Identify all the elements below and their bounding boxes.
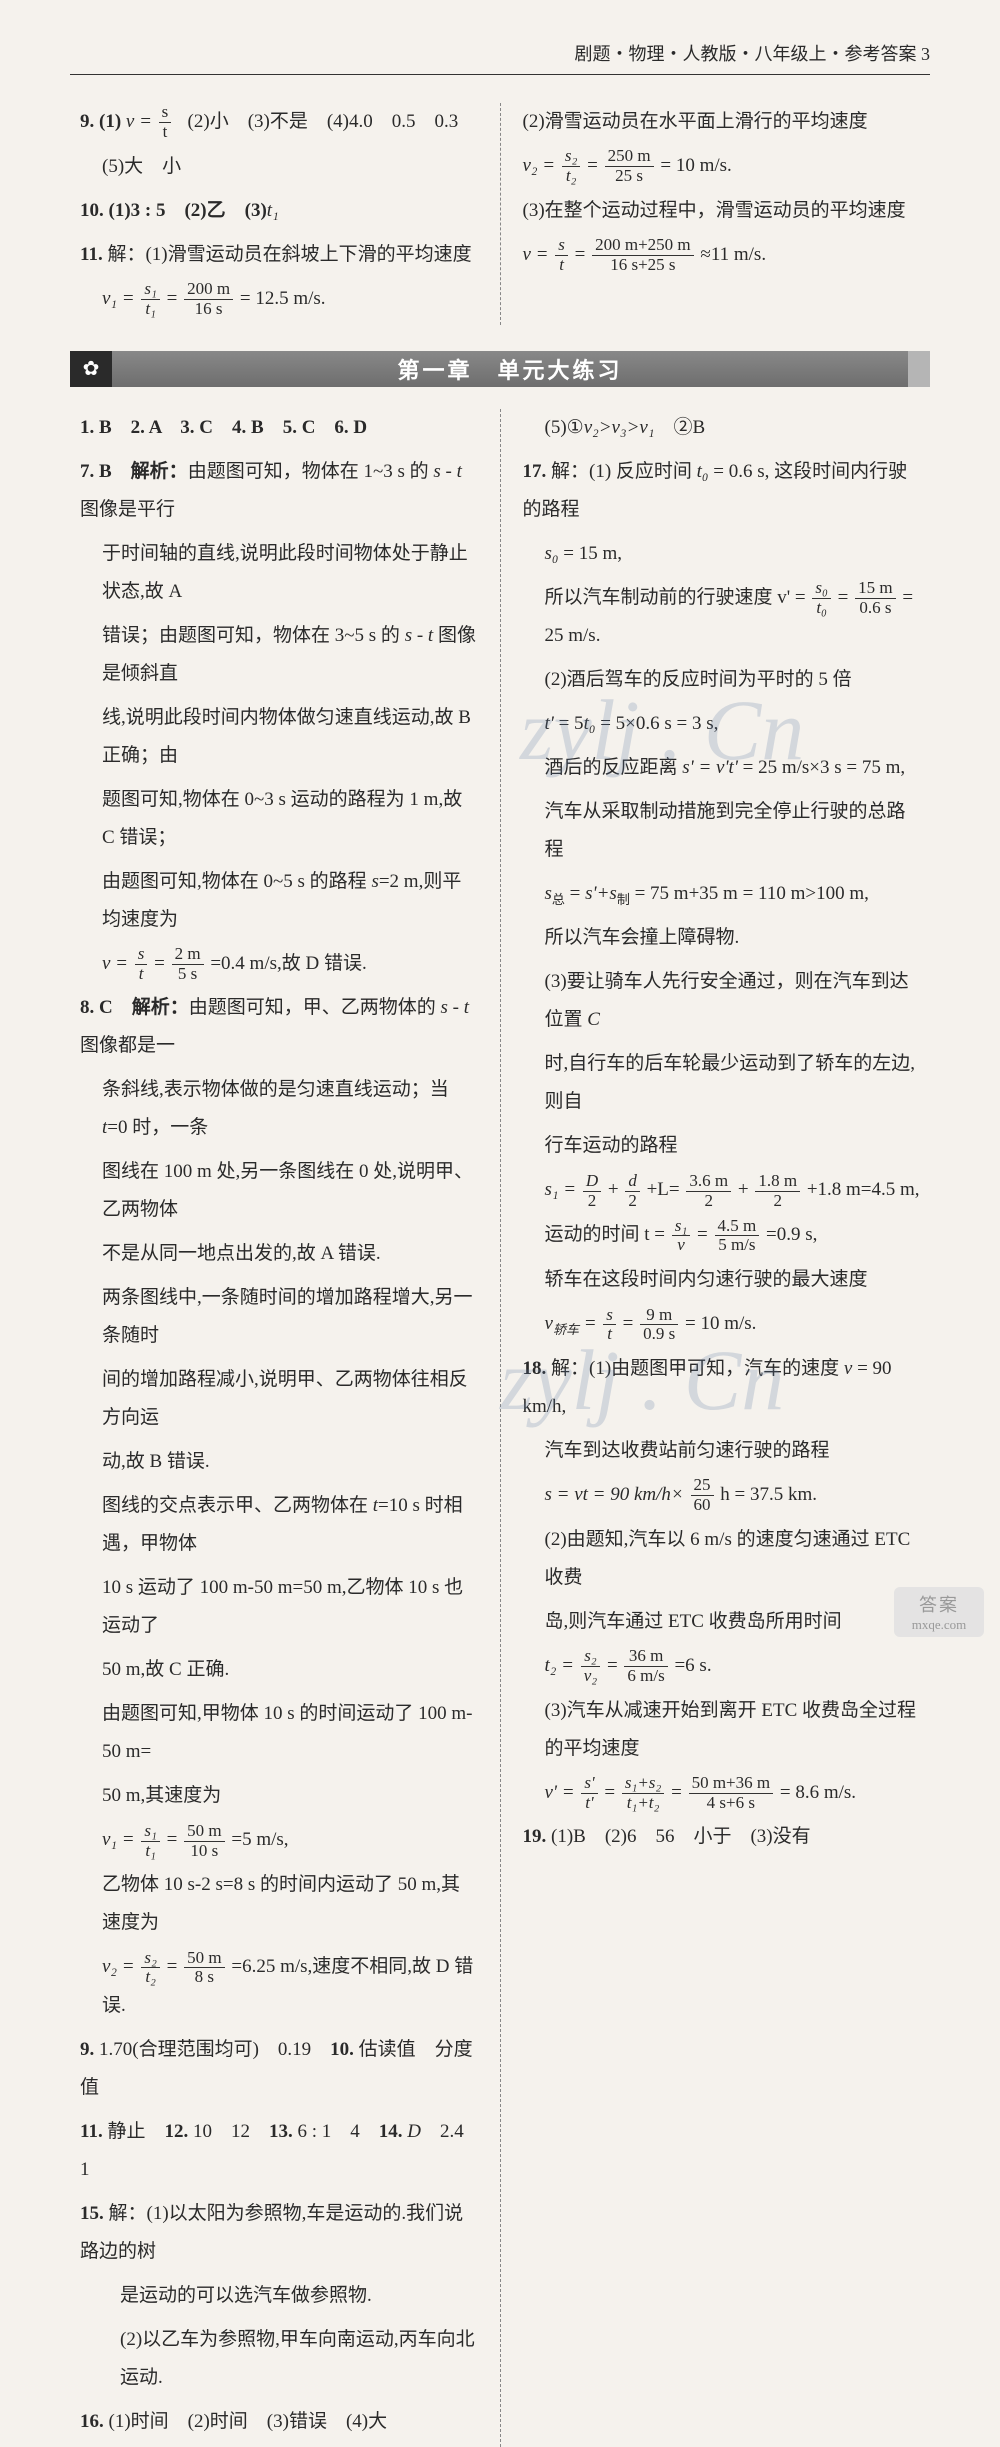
q17-l4: (2)酒后驾车的反应时间为平时的 5 倍 (523, 661, 921, 699)
q8-l5: 两条图线中,一条随时间的增加路程增大,另一条随时 (80, 1279, 478, 1355)
q17-l6: 酒后的反应距离 s' = v't' = 25 m/s×3 s = 75 m, (523, 749, 921, 787)
q17-l5: t' = 5t₀ = 5×0.6 s = 3 s, (523, 705, 921, 743)
q17-l14: 轿车在这段时间内匀速行驶的最大速度 (523, 1261, 921, 1299)
q17-l12: 行车运动的路程 (523, 1127, 921, 1165)
q17-f1: 所以汽车制动前的行驶速度 v' = s₀t₀ = 15 m0.6 s = 25 … (523, 579, 921, 656)
q11-formula: v₁ = s₁t₁ = 200 m16 s = 12.5 m/s. (80, 280, 478, 319)
q18-l2: 汽车到达收费站前匀速行驶的路程 (523, 1432, 921, 1470)
q17-l11: 时,自行车的后车轮最少运动到了轿车的左边,则自 (523, 1045, 921, 1121)
q9-rest: (2)小 (3)不是 (4)4.0 0.5 0.3 (188, 111, 459, 132)
q8-l10: 50 m,故 C 正确. (80, 1651, 478, 1689)
q9-lhs: v = (126, 111, 152, 132)
q18-l3: (2)由题知,汽车以 6 m/s 的速度匀速通过 ETC 收费 (523, 1521, 921, 1597)
q18-l4: 岛,则汽车通过 ETC 收费岛所用时间 (523, 1603, 921, 1641)
corner-badge: 答案 mxqe.com (894, 1587, 984, 1637)
q8-l7: 动,故 B 错误. (80, 1443, 478, 1481)
top-left-col: 9. (1) v = st (2)小 (3)不是 (4)4.0 0.5 0.3 … (70, 103, 496, 325)
q17-l9: 所以汽车会撞上障碍物. (523, 919, 921, 957)
q18-head: 18. 解：(1)由题图甲可知，汽车的速度 v = 90 km/h, (523, 1350, 921, 1426)
q9-line1: 9. (1) v = st (2)小 (3)不是 (4)4.0 0.5 0.3 (80, 103, 478, 142)
q7-formula: v = st = 2 m5 s =0.4 m/s,故 D 错误. (80, 945, 478, 984)
banner-icon: ✿ (70, 351, 112, 387)
q18-f3: v' = s't' = s₁+s₂t₁+t₂ = 50 m+36 m4 s+6 … (523, 1774, 921, 1813)
q8-head: 8. C 解析：由题图可知，甲、乙两物体的 s - t 图像都是一 (80, 989, 478, 1065)
q9-line2: (5)大 小 (80, 148, 478, 186)
q17-f4: v轿车 = st = 9 m0.9 s = 10 m/s. (523, 1305, 921, 1344)
q18-f1: s = vt = 90 km/h× 2560 h = 37.5 km. (523, 1476, 921, 1515)
mr-l0: (5)①v₂>v₃>v₁ ②B (523, 409, 921, 447)
tr-f3: v = st = 200 m+250 m16 s+25 s ≈11 m/s. (523, 236, 921, 275)
q7-head: 7. B 解析：由题图可知，物体在 1~3 s 的 s - t 图像是平行 (80, 453, 478, 529)
top-block: 9. (1) v = st (2)小 (3)不是 (4)4.0 0.5 0.3 … (70, 103, 930, 325)
q15-l3: (2)以乙车为参照物,甲车向南运动,丙车向北运动. (80, 2321, 478, 2397)
tr-l1: (2)滑雪运动员在水平面上滑行的平均速度 (523, 103, 921, 141)
q9-q10: 9. 1.70(合理范围均可) 0.19 10. 估读值 分度值 (80, 2031, 478, 2107)
q8-f2: v₂ = s₂t₂ = 50 m8 s =6.25 m/s,速度不相同,故 D … (80, 1948, 478, 2025)
q18-l5: (3)汽车从减速开始到离开 ETC 收费岛全过程的平均速度 (523, 1692, 921, 1768)
main-divider (500, 409, 501, 2447)
banner-title: 第一章 单元大练习 (112, 351, 908, 387)
q8-l11: 由题图可知,甲物体 10 s 的时间运动了 100 m-50 m= (80, 1695, 478, 1771)
q8-l4: 不是从同一地点出发的,故 A 错误. (80, 1235, 478, 1273)
mcq-row: 1. B 2. A 3. C 4. B 5. C 6. D (80, 409, 478, 447)
tr-f2: v₂ = s₂t₂ = 250 m25 s = 10 m/s. (523, 147, 921, 186)
q9-label: 9. (1) (80, 111, 121, 132)
q7-l3: 错误；由题图可知，物体在 3~5 s 的 s - t 图像是倾斜直 (80, 617, 478, 693)
q11-head: 11. 11. 解：(1)滑雪运动员在斜坡上下滑的平均速度解：(1)滑雪运动员在… (80, 236, 478, 274)
q7-l2: 于时间轴的直线,说明此段时间物体处于静止状态,故 A (80, 535, 478, 611)
q17-f3: 运动的时间 t = s₁v = 4.5 m5 m/s =0.9 s, (523, 1216, 921, 1255)
q11-q14: 11. 静止 12. 10 12 13. 6 : 1 4 14. D 2.4 1 (80, 2113, 478, 2189)
top-divider (500, 103, 501, 325)
q17-head: 17. 解：(1) 反应时间 t₀ = 0.6 s, 这段时间内行驶的路程 (523, 453, 921, 529)
q17-f2: s₁ = D2 + d2 +L= 3.6 m2 + 1.8 m2 +1.8 m=… (523, 1171, 921, 1210)
main-left-col: 1. B 2. A 3. C 4. B 5. C 6. D 7. B 解析：由题… (70, 409, 496, 2447)
q8-l8: 图线的交点表示甲、乙两物体在 t=10 s 时相遇，甲物体 (80, 1487, 478, 1563)
main-block: 1. B 2. A 3. C 4. B 5. C 6. D 7. B 解析：由题… (70, 409, 930, 2447)
q8-l12: 50 m,其速度为 (80, 1777, 478, 1815)
q8-l3: 图线在 100 m 处,另一条图线在 0 处,说明甲、乙两物体 (80, 1153, 478, 1229)
q17-l2: s₀ = 15 m, (523, 535, 921, 573)
q18-f2: t₂ = s₂v₂ = 36 m6 m/s =6 s. (523, 1647, 921, 1686)
main-right-col: (5)①v₂>v₃>v₁ ②B 17. 解：(1) 反应时间 t₀ = 0.6 … (505, 409, 931, 2447)
top-right-col: (2)滑雪运动员在水平面上滑行的平均速度 v₂ = s₂t₂ = 250 m25… (505, 103, 931, 325)
q8-f1: v₁ = s₁t₁ = 50 m10 s =5 m/s, (80, 1821, 478, 1860)
q8-l13: 乙物体 10 s-2 s=8 s 的时间内运动了 50 m,其速度为 (80, 1866, 478, 1942)
q9-frac: st (159, 103, 172, 141)
q7-l4: 线,说明此段时间内物体做匀速直线运动,故 B 正确；由 (80, 699, 478, 775)
badge-top: 答案 (919, 1591, 959, 1617)
q17-l7: 汽车从采取制动措施到完全停止行驶的总路程 (523, 793, 921, 869)
banner-right-cap (908, 351, 930, 387)
chapter-banner: ✿ 第一章 单元大练习 (70, 351, 930, 387)
q15-head: 15. 解：(1)以太阳为参照物,车是运动的.我们说路边的树 (80, 2195, 478, 2271)
badge-bot: mxqe.com (912, 1617, 967, 1633)
q16: 16. (1)时间 (2)时间 (3)错误 (4)大 (80, 2403, 478, 2441)
tr-l3: (3)在整个运动过程中，滑雪运动员的平均速度 (523, 192, 921, 230)
q17-l8: s总 = s'+s制 = 75 m+35 m = 110 m>100 m, (523, 875, 921, 913)
q8-l6: 间的增加路程减小,说明甲、乙两物体往相反方向运 (80, 1361, 478, 1437)
q8-l9: 10 s 运动了 100 m-50 m=50 m,乙物体 10 s 也运动了 (80, 1569, 478, 1645)
q8-l2: 条斜线,表示物体做的是匀速直线运动；当 t=0 时，一条 (80, 1071, 478, 1147)
q7-l5: 题图可知,物体在 0~3 s 运动的路程为 1 m,故 C 错误； (80, 781, 478, 857)
q17-l10: (3)要让骑车人先行安全通过，则在汽车到达位置 C (523, 963, 921, 1039)
page-header: 剧题・物理・人教版・八年级上・参考答案 3 (70, 40, 930, 75)
q10: 10. (1)3 : 5 (2)乙 (3)t₁ (80, 192, 478, 230)
q19: 19. (1)B (2)6 56 小于 (3)没有 (523, 1818, 921, 1856)
q15-l2: 是运动的可以选汽车做参照物. (80, 2277, 478, 2315)
q7-l6: 由题图可知,物体在 0~5 s 的路程 s=2 m,则平均速度为 (80, 863, 478, 939)
